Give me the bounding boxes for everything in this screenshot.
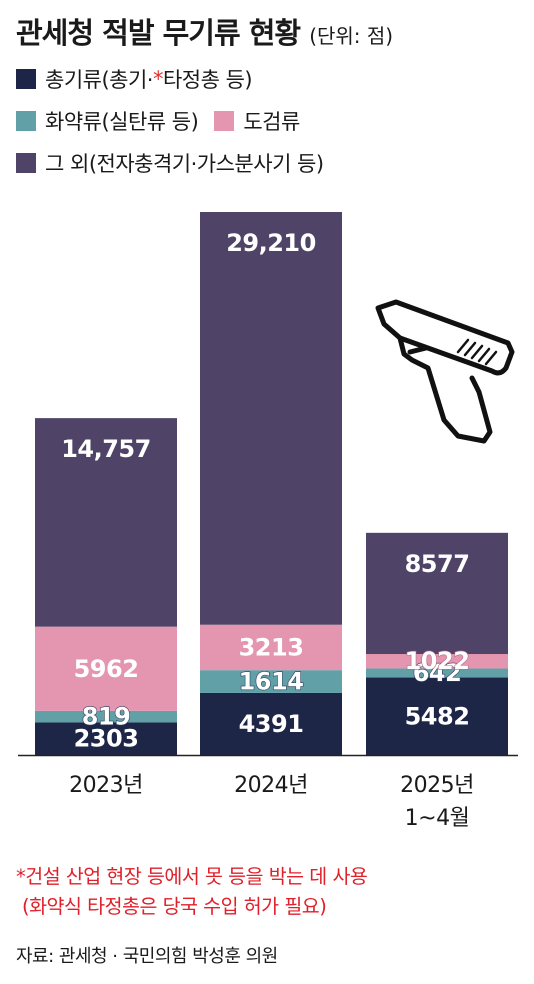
bar-others-2: [200, 212, 342, 625]
value-label-explosives-3: 642: [413, 659, 462, 687]
bar-firearms-3: [366, 677, 508, 755]
legend-swatch-explosives: [16, 111, 36, 131]
title-text: 관세청 적발 무기류 현황: [16, 16, 301, 50]
footnote-line-1: *건설 산업 현장 등에서 못 등을 박는 데 사용: [16, 865, 368, 888]
bar-others-3: [366, 532, 508, 655]
category-label-3-line-2: 1~4월: [405, 806, 470, 831]
legend-label-firearms-rest: 타정총 등): [162, 68, 253, 92]
footnote: *건설 산업 현장 등에서 못 등을 박는 데 사용 (화약식 타정총은 당국 …: [16, 862, 368, 922]
value-label-others-2: 29,210: [226, 229, 316, 257]
source-text: 자료: 관세청 · 국민의힘 박성훈 의원: [16, 946, 278, 967]
legend-label-blades: 도검류: [243, 110, 300, 134]
legend-swatch-firearms: [16, 69, 36, 89]
footnote-line-2: (화약식 타정총은 당국 수입 허가 필요): [22, 895, 327, 918]
legend-row-firearms: 총기류(총기· * 타정총 등): [16, 64, 253, 94]
bar-firearms-2: [200, 692, 342, 755]
legend-label-others: 그 외(전자충격기·가스분사기 등): [45, 152, 324, 176]
value-label-firearms-3: 5482: [405, 702, 470, 730]
legend-row-others: 그 외(전자충격기·가스분사기 등): [16, 148, 324, 178]
bar-blades-3: [366, 654, 508, 669]
category-label-1: 2023년: [69, 773, 143, 798]
bar-explosives-1: [35, 710, 177, 723]
bar-others-1: [35, 418, 177, 627]
bar-firearms-1: [35, 722, 177, 755]
bar-blades-1: [35, 626, 177, 711]
value-label-explosives-2: 1614: [239, 668, 304, 696]
pistol-icon: [375, 299, 515, 444]
bar-explosives-3: [366, 668, 508, 678]
value-label-explosives-1: 819: [82, 703, 131, 731]
value-label-blades-3: 1022: [405, 647, 470, 675]
bar-explosives-2: [200, 670, 342, 693]
legend-label-firearms: 총기류(총기·: [45, 68, 153, 92]
legend-asterisk: *: [152, 67, 164, 91]
value-label-blades-1: 5962: [74, 655, 139, 683]
category-label-3-line-1: 2025년: [400, 773, 474, 798]
legend-swatch-blades: [214, 111, 235, 131]
legend-row-explosives-blades: 화약류(실탄류 등) 도검류: [16, 106, 300, 136]
category-label-2: 2024년: [234, 773, 308, 798]
chart-title: 관세청 적발 무기류 현황 (단위: 점): [16, 10, 393, 52]
bar-blades-2: [200, 624, 342, 671]
legend-swatch-others: [16, 153, 36, 173]
value-label-others-1: 14,757: [61, 435, 151, 463]
legend-label-explosives: 화약류(실탄류 등): [45, 110, 199, 134]
value-label-firearms-2: 4391: [239, 710, 304, 738]
value-label-others-3: 8577: [405, 550, 470, 578]
value-label-blades-2: 3213: [239, 633, 304, 661]
unit-label: (단위: 점): [309, 24, 394, 48]
value-label-firearms-1: 2303: [74, 725, 139, 753]
